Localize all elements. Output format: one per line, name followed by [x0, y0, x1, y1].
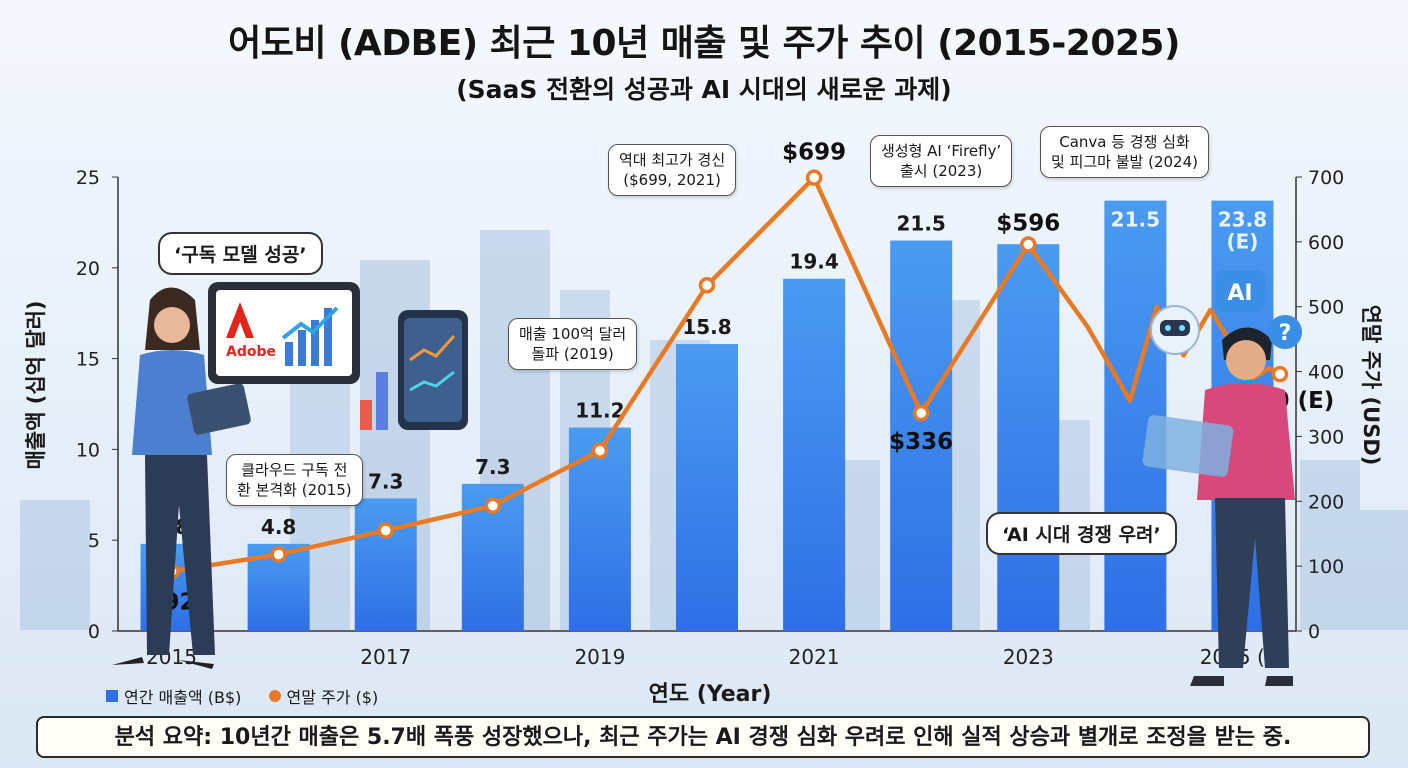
page-subtitle: (SaaS 전환의 성공과 AI 시대의 새로운 과제)	[456, 75, 952, 104]
y-right-tick-label: 400	[1308, 362, 1344, 384]
analysis-summary: 분석 요약: 10년간 매출은 5.7배 폭풍 성장했으나, 최근 주가는 AI…	[36, 716, 1370, 758]
y-left-tick-label: 20	[76, 258, 100, 280]
price-point	[698, 277, 716, 294]
bar-2017	[354, 498, 417, 631]
legend-price-label: 연말 주가 ($)	[286, 688, 379, 707]
y-axis-left-title: 매출액 (십억 달러)	[24, 300, 48, 470]
adobe-wordmark: Adobe	[226, 344, 276, 360]
businesswoman-illustration	[112, 287, 251, 669]
bar-value-label: 15.8	[682, 315, 731, 339]
price-label: $699	[782, 140, 846, 166]
callout-all-time-high: 역대 최고가 경신 ($699, 2021)	[608, 144, 737, 196]
bar-value-label: 21.5	[1111, 208, 1160, 232]
bar-2023	[997, 244, 1060, 631]
price-point	[1271, 365, 1289, 383]
y-right-tick-label: 600	[1308, 232, 1344, 254]
businessman-illustration	[1142, 327, 1295, 686]
price-point	[805, 169, 823, 186]
ai-robot-icon	[1150, 305, 1200, 355]
price-point	[591, 442, 609, 459]
y-right-tick-label: 200	[1308, 491, 1344, 513]
bar-value-label: 7.3	[475, 455, 510, 479]
smartphone-chart-illustration	[360, 310, 468, 430]
legend-revenue-swatch	[106, 690, 118, 702]
price-point	[270, 546, 287, 563]
y-right-tick-label: 500	[1308, 297, 1344, 319]
x-tick-label: 2023	[1003, 645, 1054, 669]
svg-text:?: ?	[1279, 321, 1292, 346]
y-left-tick-label: 10	[76, 439, 100, 461]
y-right-tick-label: 700	[1308, 167, 1344, 189]
price-point	[1020, 236, 1037, 253]
adobe-tablet-illustration	[208, 282, 360, 384]
callout-cloud: 클라우드 구독 전 환 본격화 (2015)	[226, 454, 363, 506]
callout-canva: Canva 등 경쟁 심화 및 피그마 불발 (2024)	[1040, 126, 1209, 178]
svg-text:AI: AI	[1227, 281, 1252, 306]
price-point	[912, 404, 930, 422]
y-right-tick-label: 0	[1308, 621, 1320, 643]
y-left-tick-label: 0	[88, 621, 100, 643]
bar-value-label: 11.2	[575, 399, 624, 423]
price-label: $596	[996, 210, 1060, 236]
adobe-logo-icon	[226, 302, 254, 338]
question-icon: ?	[1268, 315, 1302, 349]
price-point	[484, 497, 502, 515]
legend-revenue-label: 연간 매출액 (B$)	[124, 688, 242, 707]
bar-value-label: 19.4	[789, 250, 838, 274]
legend: 연간 매출액 (B$) 연말 주가 ($)	[106, 684, 378, 708]
price-label: $336	[889, 429, 953, 455]
bar-2022	[890, 240, 953, 631]
speech-left: ‘구독 모델 성공’	[158, 232, 323, 275]
bar-value-label: 4.8	[261, 515, 296, 539]
price-point	[377, 522, 394, 539]
y-left-tick-label: 25	[76, 167, 100, 189]
x-axis-title: 연도 (Year)	[648, 682, 772, 707]
speech-right: ‘AI 시대 경쟁 우려’	[986, 512, 1177, 555]
bar-value-label: (E)	[1226, 230, 1258, 254]
bar-2020	[676, 344, 738, 631]
bar-2021	[783, 278, 846, 631]
y-right-tick-label: 300	[1308, 426, 1344, 448]
x-tick-label: 2021	[789, 645, 840, 669]
y-right-tick-label: 100	[1308, 556, 1344, 578]
x-tick-label: 2017	[360, 645, 411, 669]
bar-value-label: 21.5	[897, 212, 946, 236]
callout-revenue-milestone: 매출 100억 달러 돌파 (2019)	[508, 318, 638, 370]
y-left-tick-label: 15	[76, 349, 100, 371]
bar-value-label: 7.3	[368, 469, 403, 493]
legend-price-swatch	[268, 690, 281, 702]
bar-value-label: 23.8	[1218, 208, 1267, 232]
y-left-tick-label: 5	[88, 530, 100, 552]
callout-firefly: 생성형 AI ‘Firefly’ 출시 (2023)	[870, 135, 1013, 187]
ai-badge-icon: AI	[1215, 270, 1265, 312]
page-title: 어도비 (ADBE) 최근 10년 매출 및 주가 추이 (2015-2025)	[228, 23, 1180, 64]
x-tick-label: 2019	[574, 645, 625, 669]
y-axis-right-title: 연말 주가 (USD)	[1359, 304, 1383, 466]
